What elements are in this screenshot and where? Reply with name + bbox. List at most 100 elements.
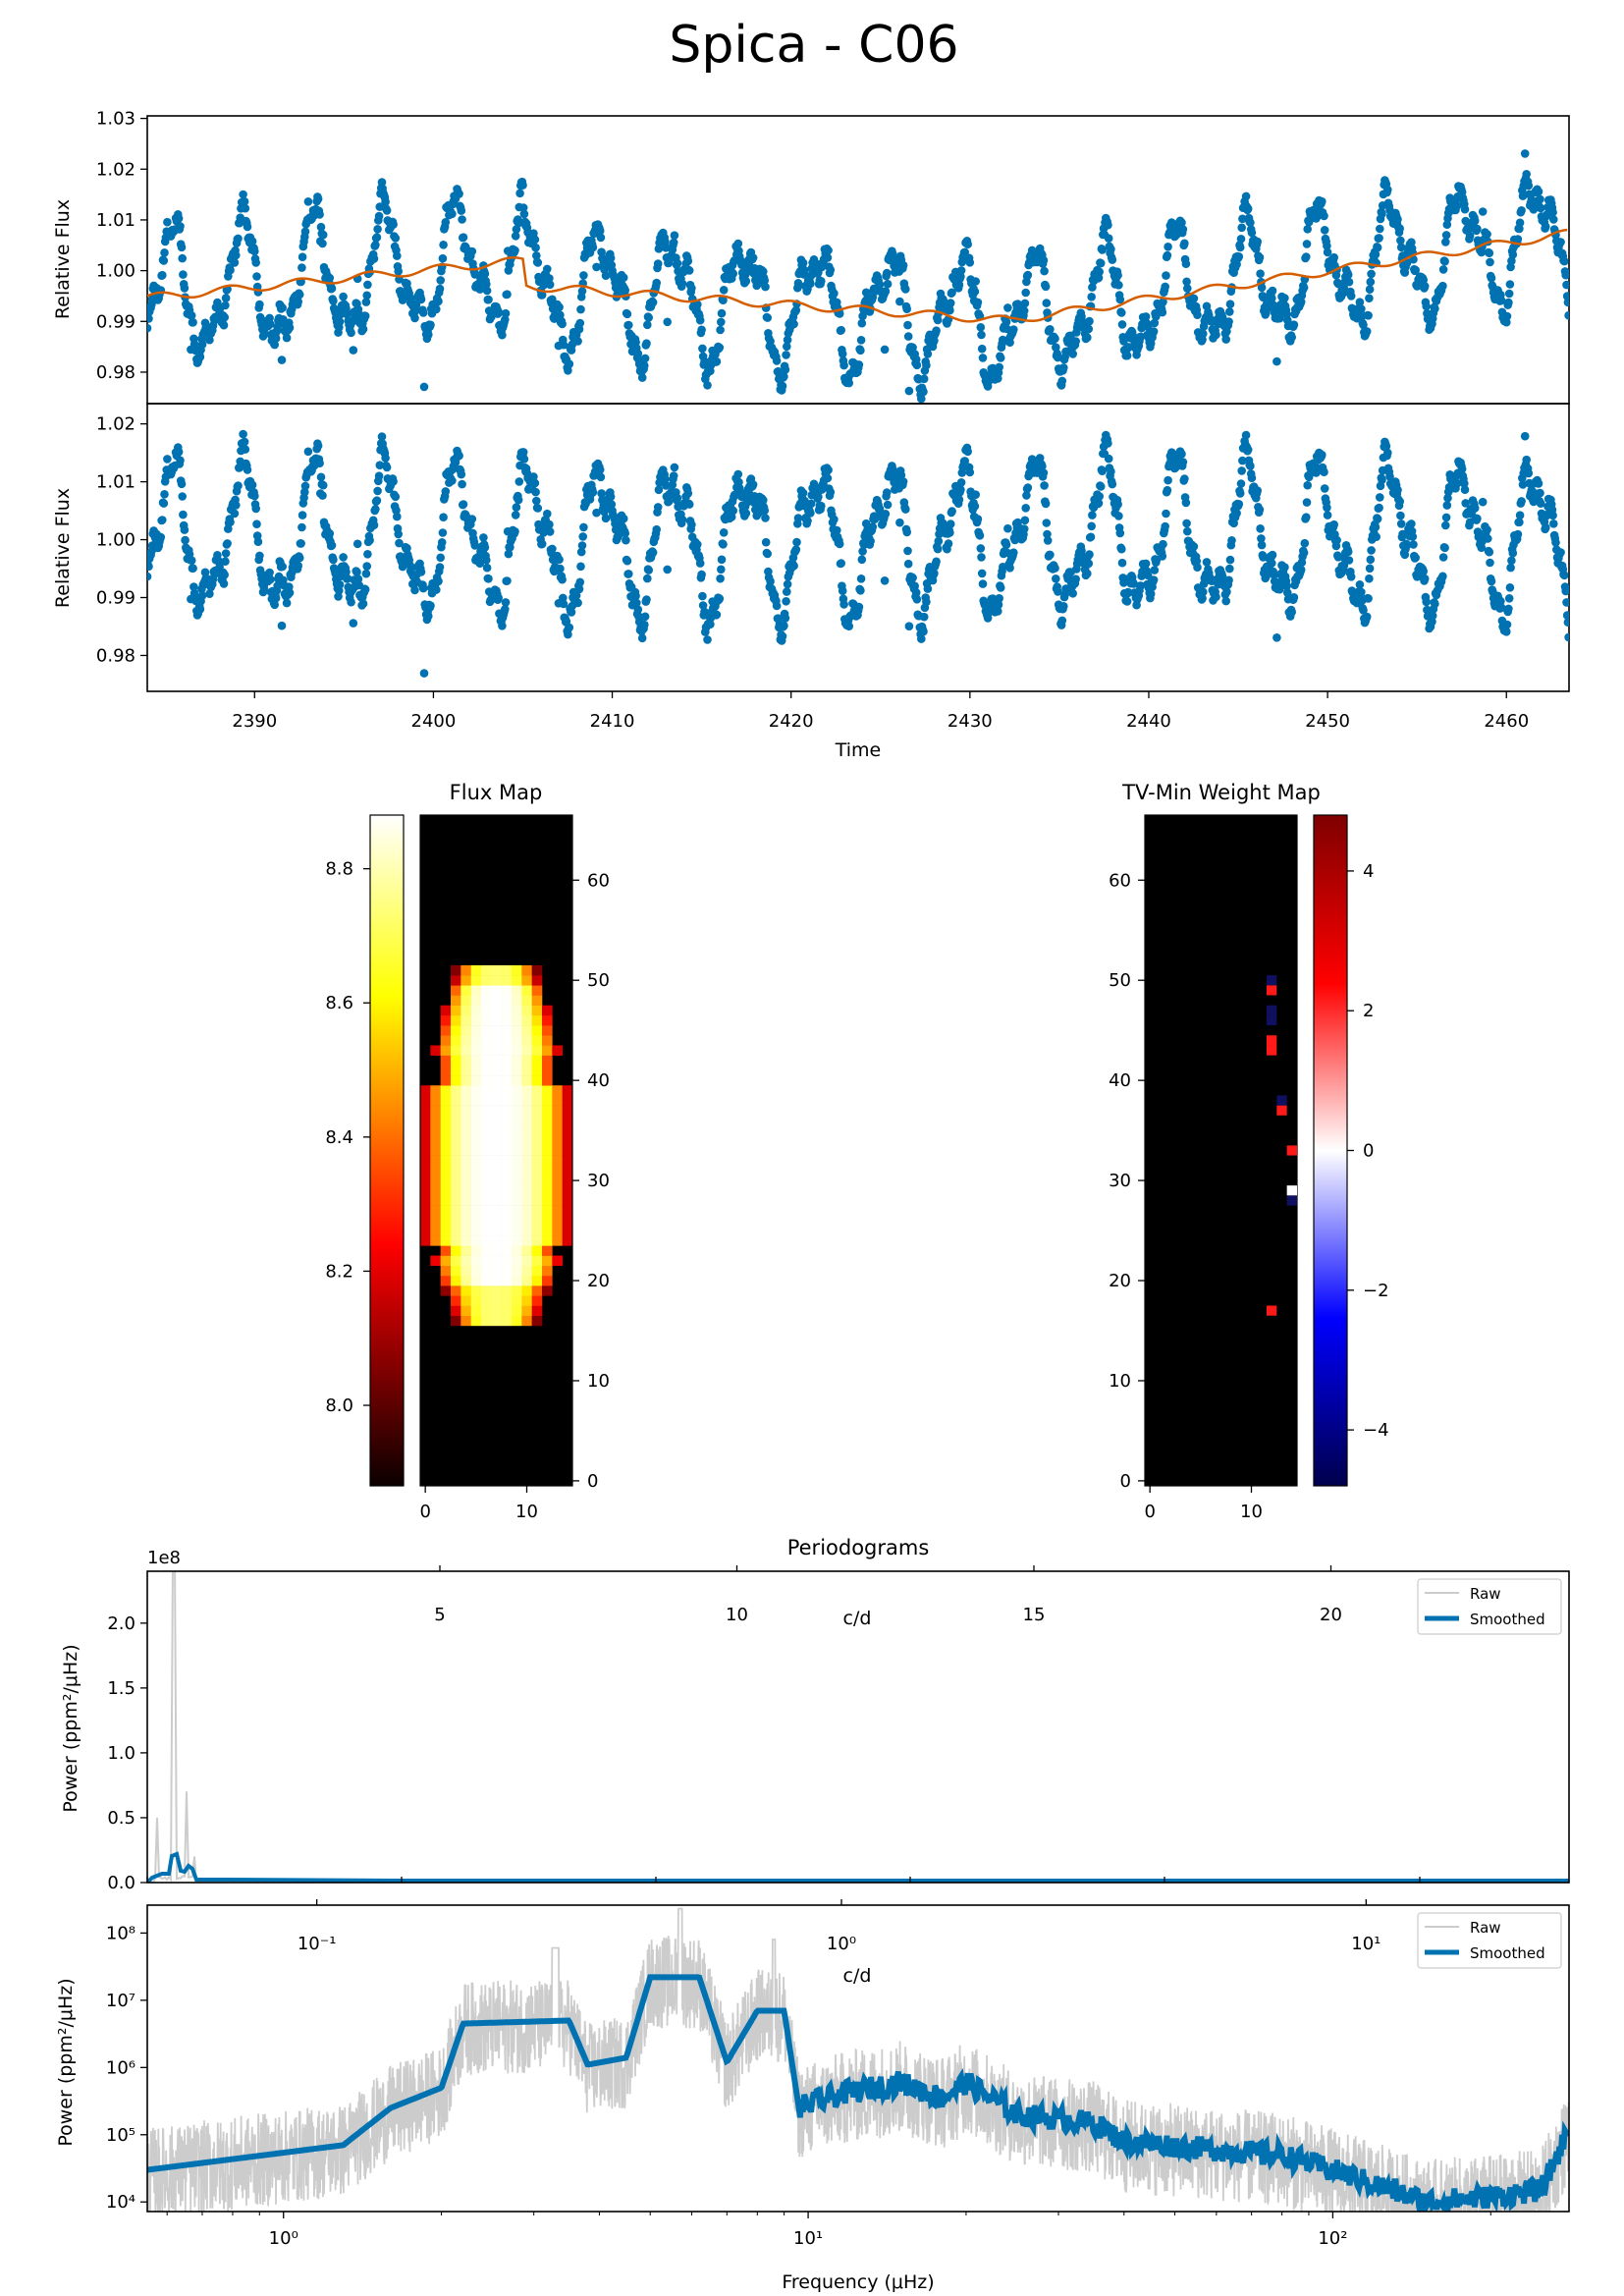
data-point [800,266,809,275]
data-point [719,528,729,537]
data-point [1407,238,1416,246]
flux-pixel [460,1225,471,1236]
data-point [1461,499,1470,508]
flux-pixel [470,1155,482,1167]
flux-pixel [460,964,471,976]
data-point [839,360,848,370]
data-point [1465,231,1475,241]
data-point [973,515,983,523]
data-point [1039,255,1049,265]
data-point [780,372,788,381]
tick-label: 2400 [411,711,457,732]
data-point [373,486,382,496]
data-point [1548,511,1557,520]
data-point [798,258,808,268]
flux-pixel [501,1235,513,1246]
flux-pixel [542,1045,553,1056]
data-point [1339,284,1349,294]
data-point [817,277,826,286]
data-point [648,548,658,557]
data-point [335,317,345,326]
data-point [866,536,875,546]
data-point [1192,557,1202,566]
flux-pixel [512,1305,522,1316]
flux-pixel [470,1165,482,1176]
flux-pixel [440,1014,452,1026]
data-point [532,496,541,506]
data-point [501,605,510,614]
data-point [232,501,241,510]
data-point [1021,504,1030,513]
data-point [973,298,983,307]
flux-pixel [501,1155,513,1167]
data-point [543,509,552,519]
flux-pixel [521,1185,532,1196]
data-point [778,631,787,641]
flux-pixel [430,1045,441,1056]
flux-pixel [562,1195,573,1206]
flux-pixel [501,964,513,976]
data-point [956,272,965,282]
data-point [858,547,867,556]
tick-label: 10⁴ [106,2192,135,2213]
data-point [271,334,281,343]
data-point [498,622,507,630]
data-point [1524,181,1534,191]
data-point [393,251,402,260]
data-point [327,541,337,550]
flux-pixel [501,1145,513,1156]
flux-pixel [460,1095,471,1106]
data-point [253,537,263,546]
flux-pixel [491,1205,502,1217]
flux-pixel [521,995,532,1006]
data-point [1255,252,1265,262]
data-point [793,514,803,522]
flux-pixel [470,1005,482,1016]
data-point [1071,337,1080,346]
data-point [315,459,324,468]
flux-pixel [542,1205,553,1217]
flux-pixel [512,1105,522,1117]
data-point [1283,588,1292,597]
data-point [1502,620,1512,629]
data-point [1496,603,1506,613]
flux-pixel [481,1115,492,1126]
data-point [1299,283,1309,293]
data-point [1247,473,1257,483]
weight-pixel [1267,1014,1277,1026]
data-point [459,500,468,509]
flux-pixel [562,1185,573,1196]
tick-label: 0 [1144,1502,1155,1522]
data-point [1113,500,1122,509]
tick-label: 0.5 [107,1808,135,1829]
flux-pixel [491,1125,502,1136]
flux-pixel [512,1005,522,1016]
flux-pixel [521,1095,532,1106]
data-point [298,511,307,519]
legend-raw-label: Raw [1470,1585,1501,1603]
flux-pixel [542,1095,553,1106]
tick-label: 50 [1109,970,1131,991]
data-point [1522,455,1531,465]
data-point [1355,298,1365,307]
data-point [393,512,402,521]
data-point [1442,501,1452,510]
data-point [278,303,288,312]
data-point [1517,206,1526,215]
data-point [325,529,335,538]
flux-pixel [440,1075,452,1086]
data-point [995,594,1003,603]
flux-pixel [501,975,513,986]
data-point [971,277,980,286]
data-point [1098,246,1107,254]
tick-label: 40 [587,1070,610,1091]
data-point [1159,298,1167,306]
flux-pixel [420,1155,431,1167]
data-point [912,360,922,370]
data-point [1117,544,1126,554]
data-point [1287,607,1296,617]
flux-pixel [420,1105,431,1117]
data-point [1247,228,1257,238]
data-point [537,291,547,300]
data-point [946,305,954,315]
